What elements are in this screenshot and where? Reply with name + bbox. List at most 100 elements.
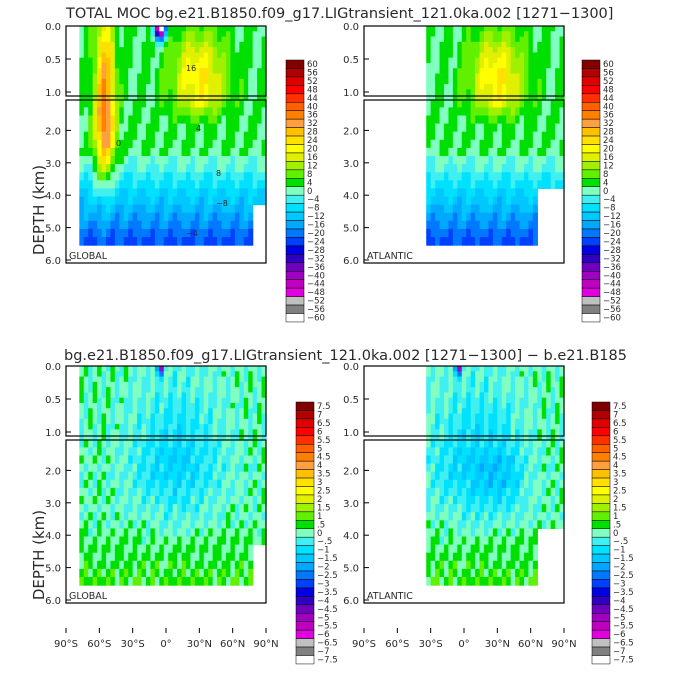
bottom-atlantic-cell [452,376,458,383]
bottom-global-cell [79,402,85,409]
bottom-atlantic-cell [506,463,512,473]
bottom-global-cell [212,387,218,393]
top-global-cell [261,123,267,133]
bottom-global-cell [88,455,94,465]
top-atlantic-cell [541,115,547,125]
bottom-atlantic-cell [510,495,516,505]
top-global-cell [154,139,160,149]
top-global-cell [132,57,138,64]
bottom-global-cell [106,397,112,404]
bottom-atlantic-cell [497,487,503,497]
top-atlantic-cell [501,107,507,117]
bottom-global-cell [181,429,187,440]
bottom-global-cell [208,512,214,521]
bottom-atlantic-cell [457,366,463,372]
top-global-cell [239,155,245,165]
bottom-global-cell [141,447,147,457]
bottom-atlantic-cell [510,463,516,473]
bottom-global-cell [181,552,187,562]
top-atlantic-cell [448,172,454,181]
bottom-global-cell [252,520,258,529]
top-global-cell [123,228,129,238]
bottom-global-cell [181,418,187,425]
bottom-global-cell [252,408,258,415]
bottom-global-cell [212,471,218,481]
bottom-atlantic-cell [444,376,450,383]
bottom-atlantic-cell [515,447,521,457]
top-atlantic-cell [519,57,525,64]
bottom-global-cell [168,487,174,497]
top-global-cell [110,131,116,141]
top-atlantic-cell [484,78,490,85]
bottom-left-colorbar-swatch [295,444,315,453]
top-global-cell [163,89,169,100]
bottom-atlantic-cell [488,487,494,497]
bottom-global-cell [252,387,258,393]
bottom-global-cell [186,402,192,409]
top-atlantic-cell [555,115,561,125]
top-atlantic-cell [466,196,472,206]
top-atlantic-cell [510,228,516,238]
top-atlantic-cell [466,100,472,108]
bottom-global-cell [123,381,129,388]
top-atlantic-cell [515,47,521,53]
bottom-atlantic-cell [524,387,530,393]
bottom-atlantic-cell [492,568,498,578]
bottom-global-cell [226,424,232,430]
top-atlantic-cell [435,180,441,189]
top-atlantic-cell [470,100,476,108]
top-atlantic-cell [461,212,467,222]
bottom-global-cell [234,447,240,457]
bottom-atlantic-cell [466,447,472,457]
bottom-global-cell [212,536,218,546]
top-atlantic-cell [430,220,436,230]
top-global-cell [203,78,209,85]
bottom-global-cell [172,413,178,420]
top-atlantic-cell [492,131,498,141]
top-atlantic-cell [492,123,498,133]
bottom-atlantic-cell [444,495,450,505]
bottom-global-cell [261,397,267,404]
bottom-atlantic-cell [546,471,552,481]
bottom-left-colorbar-label: 1 [317,512,322,522]
bottom-atlantic-cell [515,552,521,562]
bottom-global-cell [190,413,196,420]
bottom-global-cell [168,463,174,473]
bottom-global-cell [163,408,169,415]
bottom-global-cell [159,479,165,489]
top-global-cell [230,26,236,32]
bottom-atlantic-cell [519,576,525,586]
bottom-atlantic-cell [439,424,445,430]
top-global-cell [261,115,267,125]
bottom-global-cell [190,447,196,457]
top-atlantic-cell [426,68,432,75]
top-atlantic-cell [444,41,450,48]
bottom-global-cell [163,424,169,430]
bottom-atlantic-cell [497,371,503,378]
top-global-cell [208,123,214,133]
bottom-atlantic-cell [532,392,538,399]
bottom-global-cell [123,560,129,570]
bottom-global-cell [212,479,218,489]
top-atlantic-cell [541,100,547,108]
bottom-atlantic-cell [457,576,463,586]
bottom-global-cell [181,471,187,481]
bottom-atlantic-cell [452,392,458,399]
bottom-atlantic-cell [488,447,494,457]
bottom-global-cell [217,568,223,578]
top-atlantic-cell [519,107,525,117]
top-atlantic-cell [444,73,450,80]
bottom-atlantic-cell [466,408,472,415]
bottom-atlantic-cell [528,487,534,497]
top-global-cell [261,147,267,157]
top-global-cell [83,107,89,117]
bottom-global-cell [230,447,236,457]
bottom-atlantic-cell [541,418,547,425]
bottom-global-cell [110,447,116,457]
bottom-global-cell [203,552,209,562]
bottom-global-cell [114,392,120,399]
top-global-cell [123,236,129,246]
bottom-global-cell [79,504,85,513]
bottom-atlantic-cell [488,520,494,529]
bottom-global-cell [194,504,200,513]
